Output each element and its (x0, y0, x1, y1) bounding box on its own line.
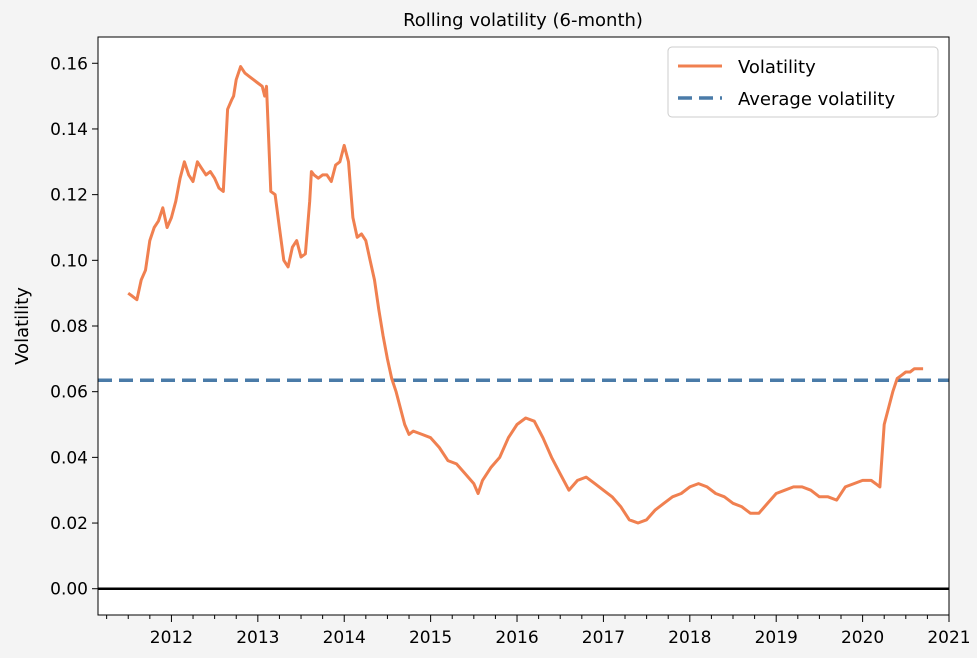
x-tick-label: 2012 (150, 628, 193, 648)
y-axis-label: Volatility (12, 287, 33, 365)
legend-volatility-label: Volatility (738, 57, 816, 78)
x-tick-label: 2020 (841, 628, 884, 648)
y-tick-label: 0.06 (50, 383, 88, 403)
y-tick-label: 0.12 (50, 186, 88, 206)
axis-ticks: 0.00 0.02 0.04 0.06 0.08 0.10 0.12 0.14 0.16 2012… (50, 54, 970, 648)
y-tick-label: 0.14 (50, 120, 88, 140)
x-tick-label: 2013 (236, 628, 279, 648)
y-tick-label: 0.00 (50, 580, 88, 600)
x-tick-label: 2021 (927, 628, 970, 648)
plot-frame (97, 36, 950, 616)
legend: Volatility Average volatility (667, 46, 939, 118)
plot-background (98, 37, 949, 615)
x-tick-label: 2016 (495, 628, 538, 648)
volatility-line (127, 65, 924, 525)
legend-average-label: Average volatility (738, 89, 895, 110)
x-tick-label: 2019 (755, 628, 798, 648)
x-tick-label: 2018 (668, 628, 711, 648)
x-tick-label: 2017 (582, 628, 625, 648)
chart-title: Rolling volatility (6-month) (403, 10, 643, 31)
x-tick-label: 2015 (409, 628, 452, 648)
x-tick-label: 2014 (323, 628, 366, 648)
y-tick-label: 0.16 (50, 54, 88, 74)
y-tick-label: 0.02 (50, 514, 88, 534)
y-tick-label: 0.10 (50, 251, 88, 271)
y-tick-label: 0.08 (50, 317, 88, 337)
y-tick-label: 0.04 (50, 448, 88, 468)
legend-box (667, 46, 939, 118)
